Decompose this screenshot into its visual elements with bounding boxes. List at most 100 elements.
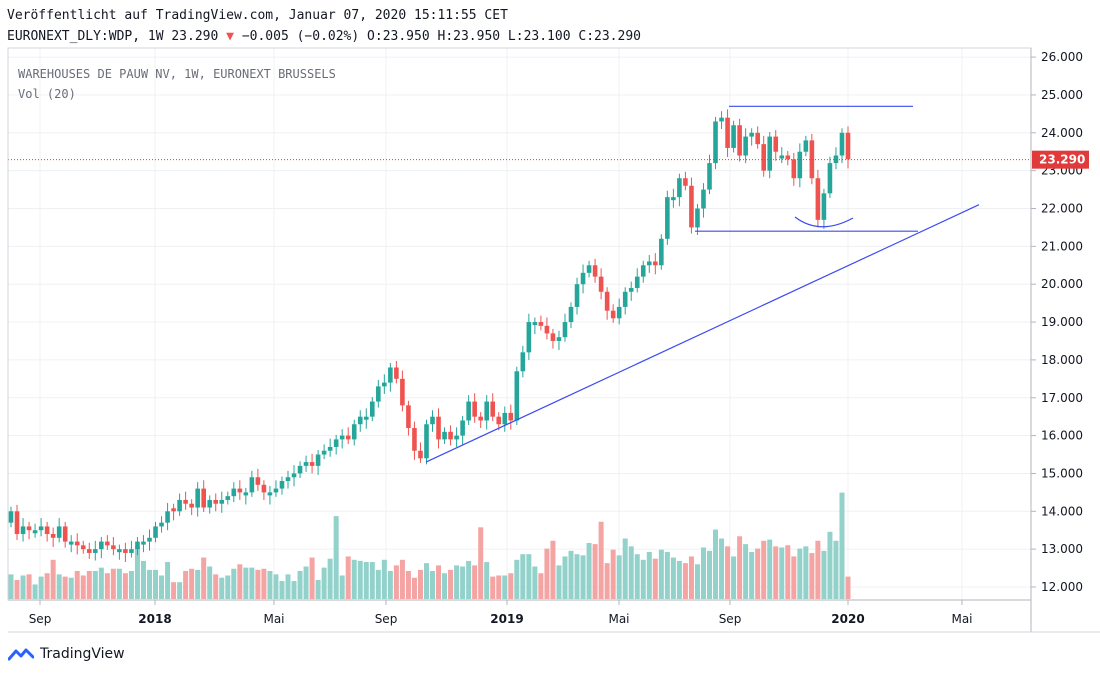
candle-body: [791, 159, 797, 179]
candle-body: [123, 549, 128, 553]
candle-body: [544, 325, 550, 334]
candle-body: [357, 416, 363, 425]
candle-body: [80, 545, 86, 550]
candle-body: [68, 541, 74, 545]
volume-bar: [574, 554, 580, 599]
candle-body: [653, 261, 658, 266]
candle-body: [556, 337, 562, 341]
candle-body: [484, 401, 490, 421]
candle-body: [135, 541, 140, 550]
candle-body: [321, 450, 327, 455]
chart-title: WAREHOUSES DE PAUW NV, 1W, EURONEXT BRUS…: [18, 67, 336, 81]
candle-body: [129, 549, 134, 553]
candle-body: [490, 401, 496, 417]
candle-body: [285, 477, 291, 482]
volume-bar: [610, 549, 616, 599]
candle-body: [665, 197, 670, 239]
volume-bar: [797, 548, 803, 599]
candle-body: [701, 189, 706, 209]
candle-body: [610, 310, 616, 319]
volume-bar: [134, 546, 140, 599]
x-tick-label: Mai: [951, 612, 972, 626]
symbol-info[interactable]: EURONEXT_DLY:WDP, 1W 23.290: [7, 29, 219, 44]
candle-body: [255, 477, 261, 485]
volume-bar: [297, 571, 303, 599]
candle-body: [839, 132, 845, 156]
volume-bar: [417, 569, 423, 599]
volume-bar: [478, 527, 484, 599]
candle-body: [640, 265, 646, 277]
candle-body: [93, 549, 98, 553]
volume-bar: [140, 560, 146, 599]
candle-body: [442, 431, 447, 440]
volume-bar: [803, 546, 809, 599]
volume-bar: [646, 551, 652, 599]
volume-bar: [207, 566, 213, 599]
candle-body: [424, 424, 429, 459]
candle-body: [737, 125, 742, 156]
volume-bar: [146, 569, 152, 599]
candle-body: [719, 117, 724, 122]
candle-body: [502, 412, 508, 425]
arc-drawing: [794, 216, 854, 228]
candle-body: [713, 121, 718, 164]
y-tick-label: 15.000: [1041, 466, 1083, 480]
volume-bar: [255, 569, 261, 599]
drawings: [8, 105, 1031, 463]
candle-body: [514, 371, 520, 421]
candle-body: [50, 534, 56, 538]
volume-bar: [767, 539, 773, 599]
volume-bar: [104, 573, 110, 599]
volume-legend: Vol (20): [18, 87, 76, 101]
volume-bar: [351, 559, 357, 599]
volume-bar: [821, 550, 827, 599]
candle-body: [195, 488, 200, 508]
volume-bar: [44, 573, 50, 599]
candle-body: [646, 261, 652, 266]
x-tick-label: 2019: [490, 612, 523, 626]
volume-bar: [622, 538, 628, 599]
x-tick-label: 2020: [831, 612, 864, 626]
volume-bar: [110, 568, 116, 599]
volume-bar: [243, 567, 249, 599]
volume-bar: [737, 536, 743, 599]
volume-bar: [285, 574, 291, 599]
candle-body: [345, 435, 351, 440]
candle-body: [827, 163, 833, 194]
volume-bar: [755, 548, 761, 599]
volume-bar: [466, 560, 472, 599]
tradingview-logo[interactable]: TradingView: [8, 645, 125, 663]
volume-bar: [562, 556, 568, 599]
volume-bar: [26, 574, 32, 599]
candle-body: [436, 416, 441, 440]
volume-bar: [201, 557, 207, 599]
volume-bar: [321, 567, 327, 599]
volume-bar: [80, 575, 86, 599]
volume-bar: [50, 559, 56, 599]
candle-body: [749, 132, 754, 137]
candle-body: [267, 492, 273, 496]
candle-body: [351, 424, 357, 440]
volume-bar: [526, 554, 532, 599]
candle-body: [147, 537, 152, 542]
candle-body: [62, 526, 68, 542]
x-tick-label: 2018: [138, 612, 171, 626]
volume-bar: [688, 556, 694, 599]
volume-bar: [189, 568, 195, 599]
candle-body: [14, 511, 20, 535]
candle-body: [779, 155, 785, 159]
candle-body: [86, 549, 92, 553]
candle-body: [586, 265, 592, 273]
y-tick-label: 19.000: [1041, 315, 1083, 329]
volume-bar: [219, 577, 225, 599]
volume-bar: [556, 565, 562, 599]
candle-body: [412, 428, 417, 451]
candle-body: [8, 511, 14, 523]
candle-body: [20, 526, 26, 535]
last-price-label: 23.290: [1039, 153, 1085, 167]
candles: [8, 109, 851, 563]
volume-bar: [809, 553, 815, 599]
volume-bar: [92, 571, 98, 599]
volume-bar: [682, 563, 688, 599]
